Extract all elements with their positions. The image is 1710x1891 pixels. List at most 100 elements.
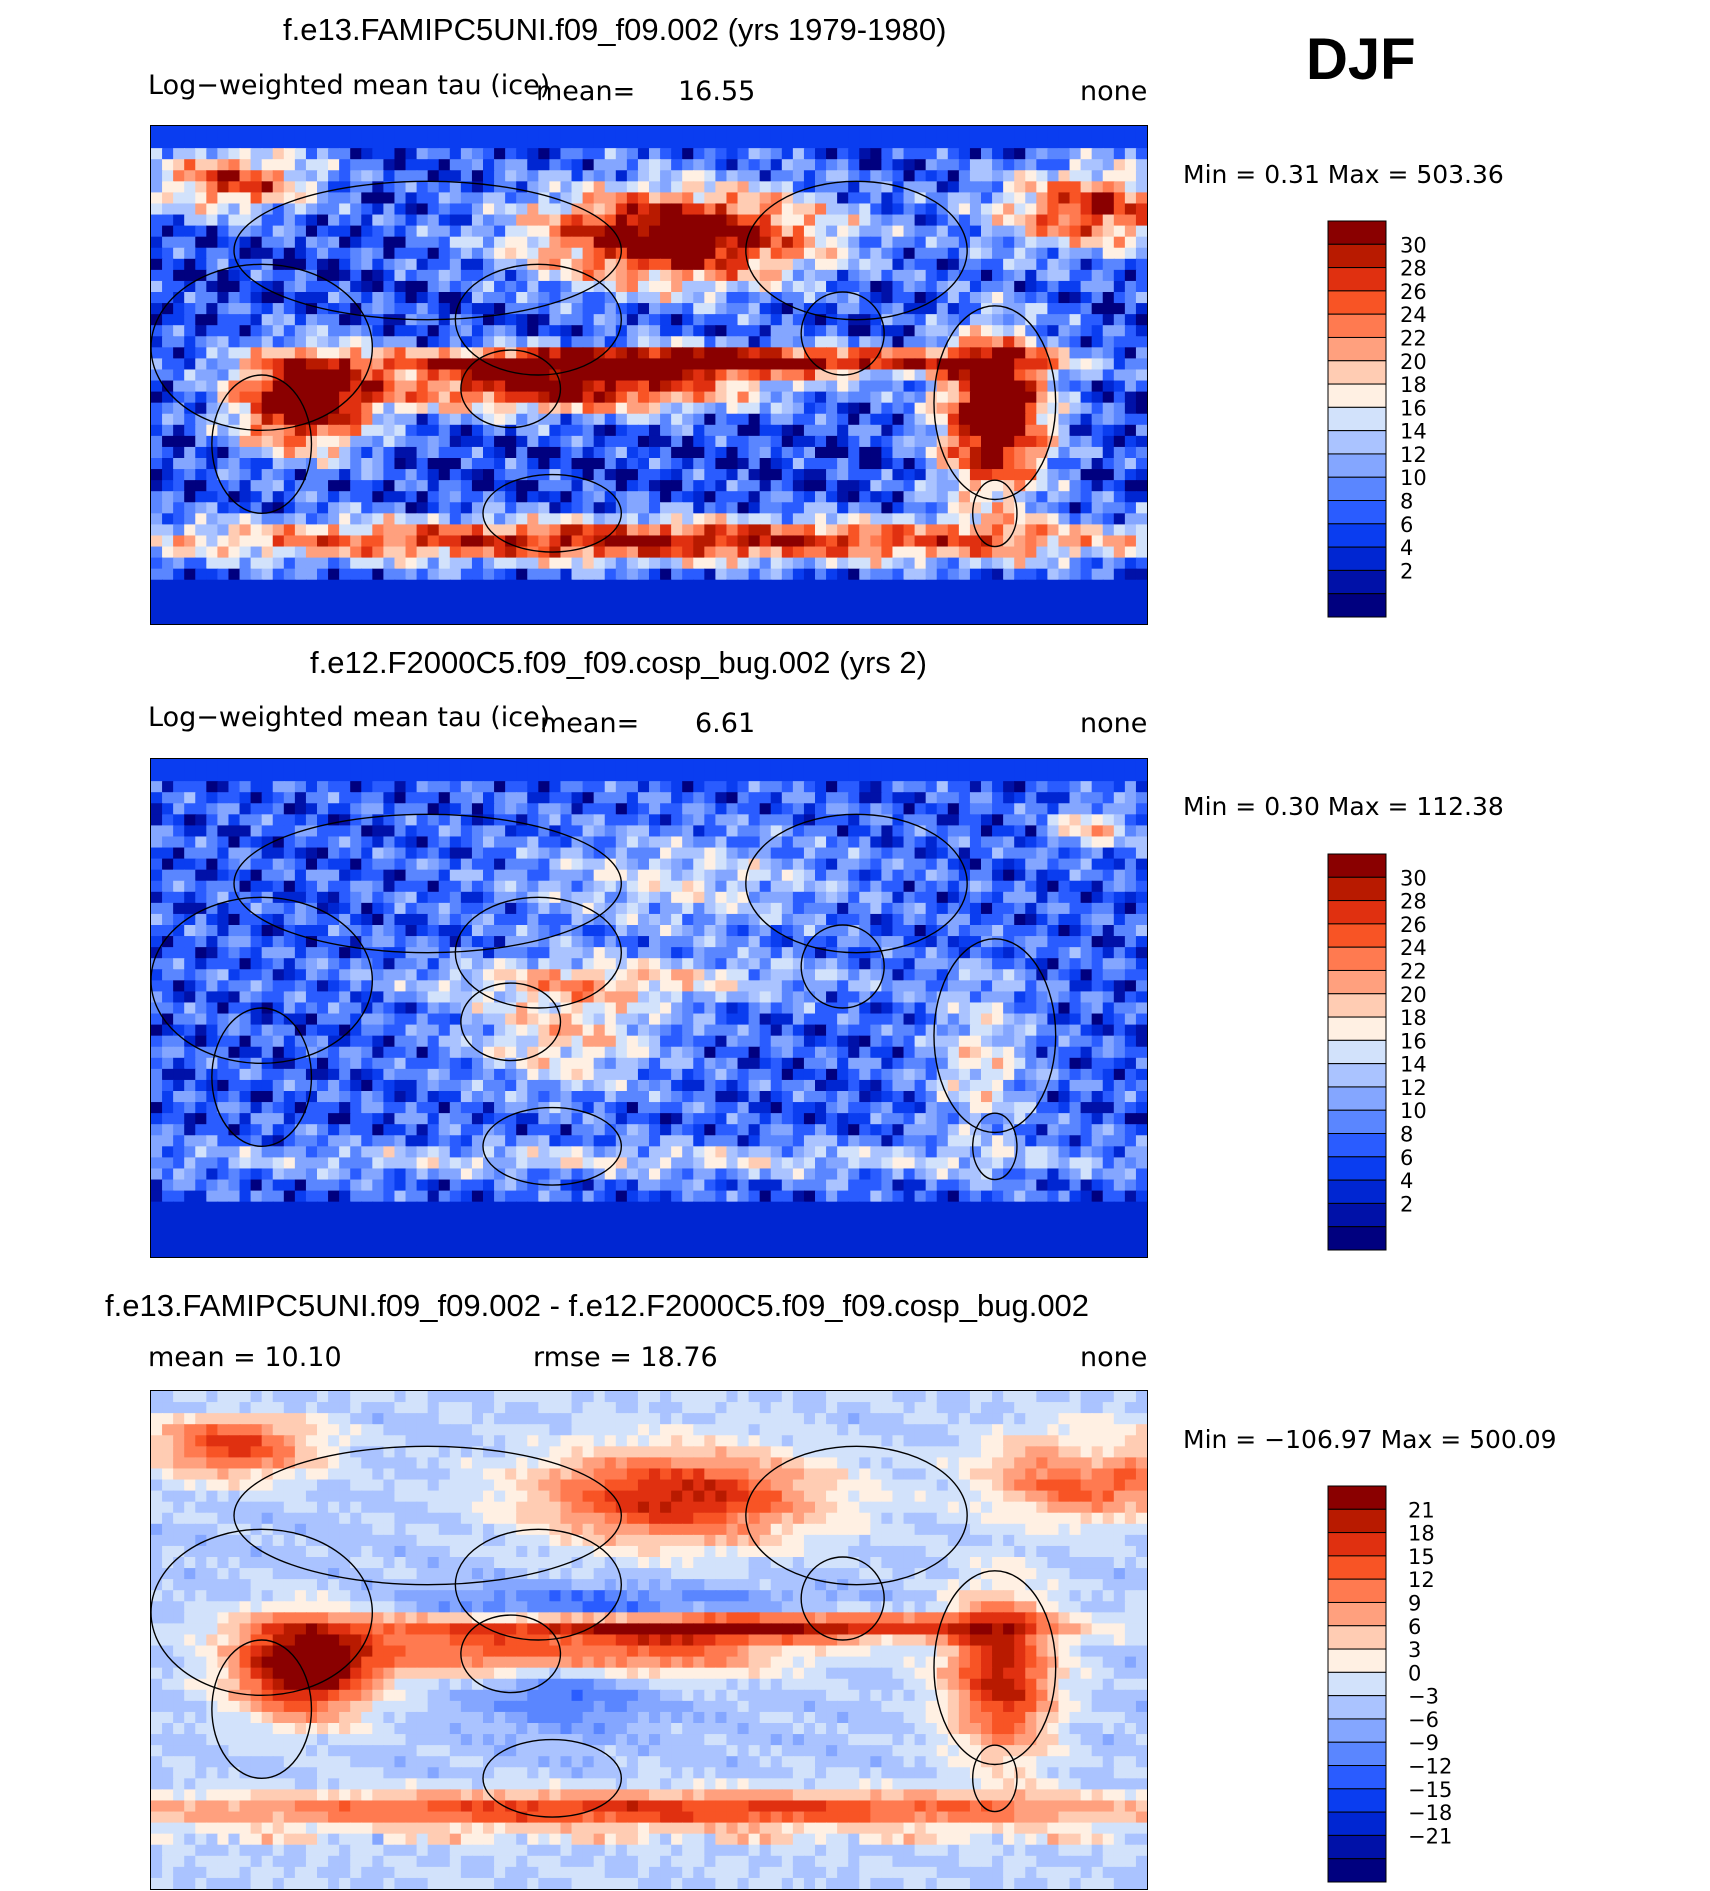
field-cell bbox=[217, 170, 230, 183]
field-cell bbox=[892, 458, 905, 470]
field-cell bbox=[549, 535, 562, 548]
field-cell bbox=[981, 557, 993, 570]
field-cell bbox=[593, 258, 606, 271]
field-cell bbox=[1069, 524, 1082, 537]
field-cell bbox=[1014, 513, 1027, 526]
field-cell bbox=[737, 770, 750, 782]
field-cell bbox=[1124, 325, 1137, 338]
field-cell bbox=[505, 325, 518, 338]
field-cell bbox=[748, 192, 761, 205]
field-cell bbox=[162, 380, 174, 393]
field-cell bbox=[372, 269, 385, 282]
field-cell bbox=[1058, 601, 1071, 614]
field-cell bbox=[947, 535, 960, 548]
panel2-map bbox=[150, 758, 1148, 1258]
field-cell bbox=[283, 502, 296, 515]
field-cell bbox=[693, 126, 706, 138]
field-cell bbox=[660, 258, 672, 271]
field-cell bbox=[361, 148, 374, 161]
field-cell bbox=[925, 347, 938, 360]
field-cell bbox=[206, 579, 219, 592]
field-cell bbox=[770, 480, 783, 493]
field-cell bbox=[1091, 236, 1104, 249]
field-cell bbox=[748, 203, 761, 216]
panel1-field bbox=[151, 126, 1147, 624]
field-cell bbox=[815, 601, 827, 614]
field-cell bbox=[837, 435, 850, 448]
field-cell bbox=[1091, 513, 1104, 526]
field-cell bbox=[1014, 225, 1027, 238]
field-cell bbox=[637, 590, 650, 603]
field-cell bbox=[903, 435, 916, 448]
field-cell bbox=[848, 847, 861, 860]
field-cell bbox=[992, 836, 1004, 849]
field-cell bbox=[615, 513, 628, 526]
field-cell bbox=[361, 358, 374, 371]
field-cell bbox=[460, 391, 473, 404]
field-cell bbox=[1091, 203, 1104, 216]
field-cell bbox=[195, 825, 208, 838]
field-cell bbox=[770, 325, 783, 338]
field-cell bbox=[516, 336, 529, 349]
field-cell bbox=[328, 480, 340, 493]
field-cell bbox=[206, 181, 219, 194]
field-cell bbox=[925, 590, 938, 603]
field-cell bbox=[294, 269, 307, 282]
field-cell bbox=[328, 225, 340, 238]
field-cell bbox=[682, 590, 695, 603]
field-cell bbox=[195, 269, 208, 282]
field-cell bbox=[184, 803, 197, 816]
field-cell bbox=[549, 203, 562, 216]
field-cell bbox=[803, 358, 816, 371]
field-cell bbox=[294, 258, 307, 271]
field-cell bbox=[560, 336, 573, 349]
field-cell bbox=[892, 413, 905, 426]
field-cell bbox=[394, 814, 407, 827]
field-cell bbox=[1036, 781, 1049, 794]
field-cell bbox=[449, 347, 462, 360]
field-cell bbox=[848, 325, 861, 338]
field-cell bbox=[870, 792, 883, 805]
field-cell bbox=[936, 814, 949, 827]
field-cell bbox=[560, 292, 573, 304]
field-cell bbox=[660, 126, 672, 138]
colorbar-box bbox=[1327, 313, 1387, 338]
field-cell bbox=[582, 579, 595, 592]
field-cell bbox=[903, 292, 916, 304]
field-cell bbox=[682, 181, 695, 194]
field-cell bbox=[305, 491, 318, 504]
field-cell bbox=[449, 159, 462, 172]
field-cell bbox=[604, 292, 617, 304]
field-cell bbox=[837, 590, 850, 603]
field-cell bbox=[925, 369, 938, 382]
field-cell bbox=[969, 759, 982, 771]
field-cell bbox=[173, 391, 186, 404]
field-cell bbox=[571, 292, 584, 304]
field-cell bbox=[1091, 391, 1104, 404]
field-cell bbox=[405, 435, 418, 448]
field-cell bbox=[527, 836, 540, 849]
field-cell bbox=[195, 325, 208, 338]
field-cell bbox=[239, 568, 252, 581]
field-cell bbox=[328, 858, 340, 871]
field-cell bbox=[195, 214, 208, 227]
field-cell bbox=[527, 792, 540, 805]
field-cell bbox=[936, 781, 949, 794]
field-cell bbox=[671, 557, 684, 570]
field-cell bbox=[660, 225, 672, 238]
field-cell bbox=[1080, 759, 1093, 771]
field-cell bbox=[184, 236, 197, 249]
field-cell bbox=[173, 513, 186, 526]
field-cell bbox=[903, 137, 916, 149]
field-cell bbox=[250, 858, 263, 871]
field-cell bbox=[549, 369, 562, 382]
field-cell bbox=[339, 159, 352, 172]
field-cell bbox=[471, 258, 484, 271]
field-cell bbox=[671, 446, 684, 459]
field-cell bbox=[837, 137, 850, 149]
field-cell bbox=[339, 369, 352, 382]
field-cell bbox=[328, 847, 340, 860]
field-cell bbox=[947, 336, 960, 349]
field-cell bbox=[992, 137, 1004, 149]
field-cell bbox=[372, 781, 385, 794]
